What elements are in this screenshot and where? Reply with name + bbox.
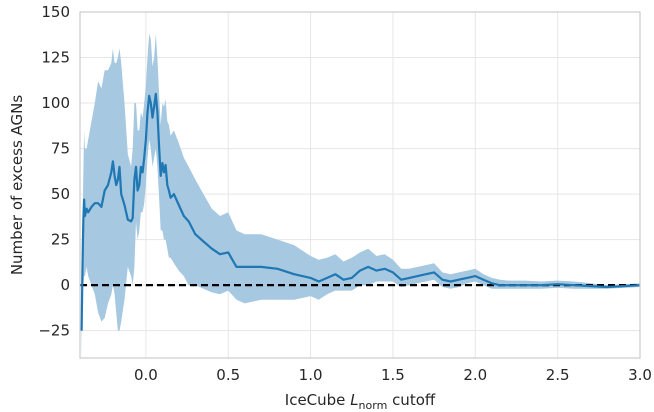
x-axis-label-prefix: IceCube — [285, 391, 350, 409]
y-tick-label: −25 — [38, 322, 70, 340]
x-axis-label-subscript: norm — [359, 399, 388, 412]
x-tick-label: 0.5 — [216, 366, 240, 384]
x-tick-labels: 0.0 0.5 1.0 1.5 2.0 2.5 3.0 — [134, 366, 652, 384]
x-tick-label: 1.0 — [299, 366, 323, 384]
x-tick-label: 2.0 — [463, 366, 487, 384]
y-tick-label: 50 — [51, 185, 70, 203]
x-axis-label: IceCube Lnorm cutoff — [285, 391, 436, 412]
y-tick-label: 100 — [41, 94, 70, 112]
x-tick-label: 3.0 — [628, 366, 652, 384]
confidence-band — [81, 33, 641, 359]
x-tick-label: 1.5 — [381, 366, 405, 384]
x-tick-label: 2.5 — [546, 366, 570, 384]
series-line — [80, 92, 641, 331]
x-tick-label: 0.0 — [134, 366, 158, 384]
y-tick-label: 125 — [41, 49, 70, 67]
y-tick-label: 75 — [51, 140, 70, 158]
plot-frame — [79, 11, 641, 359]
x-axis-label-symbol: L — [350, 391, 358, 409]
y-tick-label: 0 — [60, 276, 70, 294]
y-tick-labels: −25 0 25 50 75 100 125 150 — [38, 3, 70, 340]
x-axis-label-suffix: cutoff — [387, 391, 436, 409]
y-tick-label: 150 — [41, 3, 70, 21]
y-axis-label: Number of excess AGNs — [8, 95, 26, 276]
y-tick-label: 25 — [51, 231, 70, 249]
